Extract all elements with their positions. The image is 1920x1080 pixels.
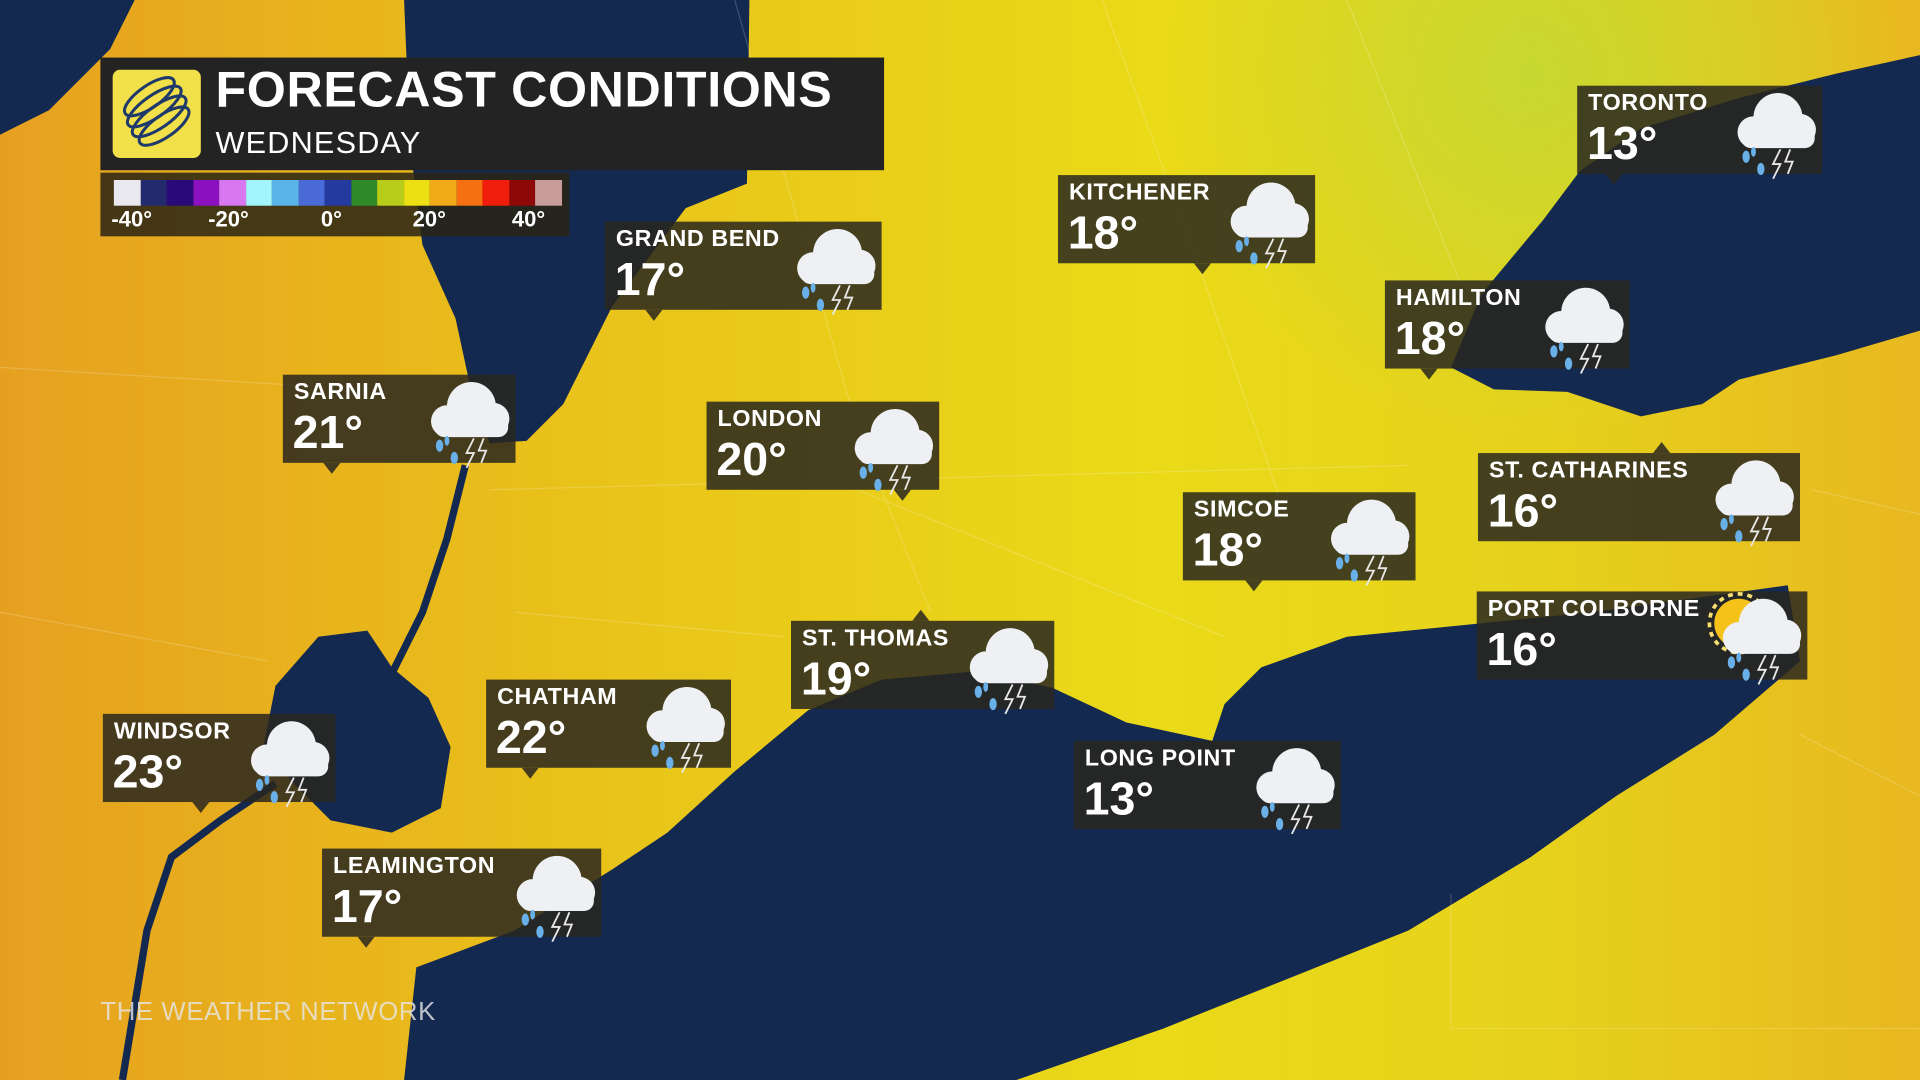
city-temperature: 22°: [495, 712, 567, 765]
city-card-long-point: LONG POINT 13°: [1073, 740, 1341, 835]
city-card-st-thomas: ST. THOMAS 19°: [791, 609, 1055, 715]
legend-tick: 20°: [412, 206, 447, 232]
location-pointer: [1605, 173, 1623, 185]
city-card-sarnia: SARNIA 21°: [282, 374, 516, 474]
city-name: SIMCOE: [1193, 497, 1290, 523]
legend-swatch: [219, 180, 246, 206]
legend-swatch: [350, 180, 378, 206]
city-name: WINDSOR: [113, 718, 231, 745]
city-name: CHATHAM: [497, 684, 618, 711]
location-pointer: [323, 462, 341, 474]
city-temperature: 21°: [292, 407, 364, 460]
page-subtitle: WEDNESDAY: [215, 126, 422, 161]
city-temperature: 16°: [1486, 624, 1557, 676]
city-temperature: 13°: [1083, 773, 1155, 826]
location-pointer: [1420, 368, 1438, 380]
legend-tick: 0°: [320, 206, 342, 232]
legend-swatch: [192, 180, 220, 206]
legend-swatch: [113, 180, 141, 206]
detroit-river: [118, 464, 469, 1080]
city-temperature: 18°: [1192, 525, 1264, 577]
city-temperature: 16°: [1487, 486, 1559, 538]
city-card-grand-bend: GRAND BEND 17°: [604, 221, 882, 321]
city-name: LONG POINT: [1084, 745, 1236, 772]
city-card-toronto: TORONTO 13°: [1577, 85, 1823, 185]
location-pointer: [1653, 442, 1671, 454]
location-pointer: [357, 936, 375, 948]
city-temperature: 17°: [331, 881, 403, 934]
weather-network-globe-icon: [112, 69, 201, 158]
city-temperature: 17°: [614, 254, 686, 307]
legend-swatch: [429, 180, 457, 206]
legend-tick: -20°: [208, 206, 249, 232]
city-card-london: LONDON 20°: [706, 401, 940, 501]
city-card-port-colborne: PORT COLBORNE 16°: [1476, 591, 1808, 685]
location-pointer: [192, 802, 210, 814]
legend-swatch: [140, 180, 167, 206]
city-name: HAMILTON: [1395, 285, 1522, 312]
legend-swatch: [456, 180, 483, 206]
legend-swatch: [403, 180, 430, 206]
city-card-leamington: LEAMINGTON 17°: [322, 848, 602, 948]
brand-watermark: THE WEATHER NETWORK: [100, 997, 436, 1027]
location-pointer: [893, 489, 912, 501]
legend-swatch: [324, 180, 351, 206]
city-temperature: 13°: [1586, 118, 1658, 171]
location-pointer: [1193, 263, 1212, 275]
legend-swatch: [508, 180, 536, 206]
city-card-simcoe: SIMCOE 18°: [1182, 492, 1416, 592]
lake-erie: [404, 585, 1801, 1080]
location-pointer: [645, 309, 663, 321]
legend-swatch: [377, 180, 404, 206]
city-name: ST. CATHARINES: [1488, 457, 1689, 484]
legend-swatch: [271, 180, 299, 206]
city-name: TORONTO: [1588, 90, 1708, 117]
legend-tick: -40°: [111, 206, 153, 232]
legend-swatch: [298, 180, 325, 206]
legend-swatch: [166, 180, 193, 206]
city-name: GRAND BEND: [615, 226, 780, 253]
city-name: ST. THOMAS: [802, 625, 950, 652]
legend-swatch: [482, 180, 509, 206]
legend-swatch: [535, 180, 562, 206]
city-card-chatham: CHATHAM 22°: [486, 679, 732, 779]
city-card-st-catharines: ST. CATHARINES 16°: [1477, 442, 1801, 547]
top-left-water: [0, 0, 135, 135]
city-name: PORT COLBORNE: [1487, 596, 1700, 623]
page-title: FORECAST CONDITIONS: [215, 61, 833, 118]
location-pointer: [1245, 580, 1263, 592]
location-pointer: [912, 609, 930, 621]
title-panel: FORECAST CONDITIONS WEDNESDAY: [100, 57, 885, 171]
city-temperature: 23°: [112, 746, 184, 799]
city-temperature: 18°: [1394, 313, 1466, 365]
location-pointer: [521, 767, 539, 779]
temperature-legend: -40° -20° 0° 20° 40°: [100, 172, 570, 237]
city-card-hamilton: HAMILTON 18°: [1384, 280, 1630, 380]
city-name: LEAMINGTON: [333, 853, 496, 880]
legend-tick: 40°: [511, 206, 546, 232]
city-card-windsor: WINDSOR 23°: [102, 713, 336, 814]
city-temperature: 20°: [716, 434, 787, 487]
city-name: KITCHENER: [1068, 180, 1211, 206]
city-name: LONDON: [717, 406, 823, 433]
city-temperature: 18°: [1067, 208, 1139, 260]
city-name: SARNIA: [293, 379, 387, 406]
city-temperature: 19°: [800, 653, 872, 706]
city-card-kitchener: KITCHENER 18°: [1057, 175, 1316, 275]
legend-swatch: [245, 180, 272, 206]
